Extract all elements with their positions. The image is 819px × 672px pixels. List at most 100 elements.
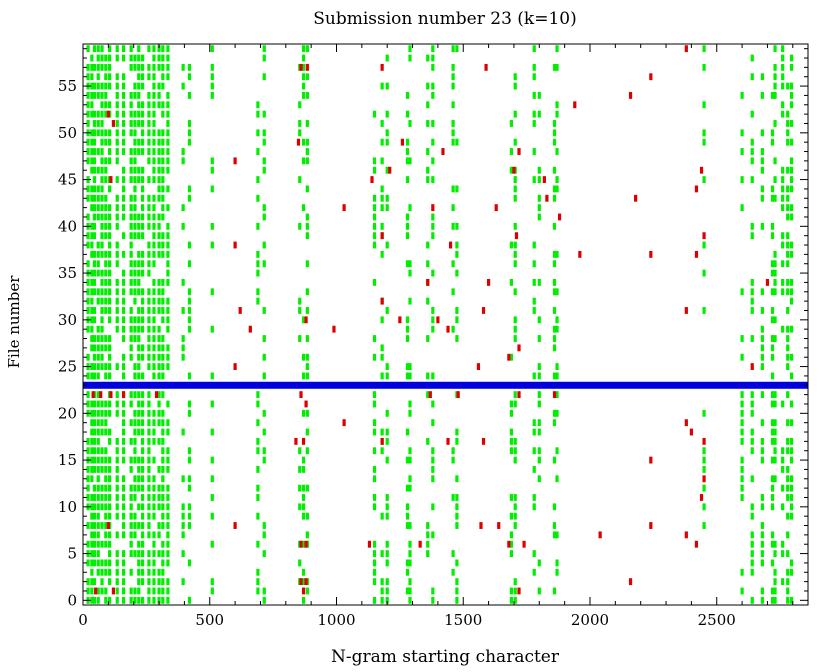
match-cell [372,475,377,483]
match-cell [157,250,161,258]
match-cell [740,409,744,417]
match-cell [385,241,389,249]
match-cell [147,269,151,277]
match-cell [256,391,260,399]
match-cell [773,45,777,53]
match-cell [770,92,775,99]
match-cell [121,307,126,314]
match-cell [161,101,165,109]
x-tick-label: 1500 [444,611,482,629]
match-cell [532,120,536,127]
match-cell [133,409,137,417]
match-cell [555,185,559,193]
match-cell [92,194,97,202]
match-cell [187,241,192,249]
match-cell [100,522,104,529]
match-cell [187,316,192,324]
match-cell [100,456,104,464]
match-cell [532,260,536,268]
match-cell [115,250,119,258]
match-cell [161,596,165,604]
match-cell [509,437,514,445]
match-cell [509,494,514,501]
match-cell [298,484,302,492]
match-cell [115,194,119,202]
match-cell [555,250,559,258]
match-cell [157,307,161,314]
match-cell [740,456,744,464]
match-cell [96,269,100,277]
match-cell [750,222,754,230]
match-cell [372,494,377,501]
match-cell [86,400,90,408]
match-cell [770,307,775,314]
match-cell [552,335,557,342]
match-cell [187,63,192,71]
match-cell [115,456,119,464]
match-cell [133,494,137,501]
match-cell [115,92,119,99]
match-cell [298,335,302,342]
match-cell [115,213,119,221]
match-cell [90,363,94,370]
match-cell [140,578,145,586]
match-cell [147,596,151,604]
match-cell [181,63,185,71]
match-cell [152,148,156,155]
match-cell [166,419,170,427]
match-cell [152,587,156,595]
match-cell [157,157,161,165]
match-cell [210,157,214,165]
match-cell [133,475,137,483]
match-cell [537,428,541,436]
match-cell [513,437,517,445]
match-cell [140,316,145,324]
match-cell [108,400,112,408]
match-cell [133,316,137,324]
match-cell [90,550,94,557]
match-cell [90,531,94,539]
match-cell [405,316,410,324]
match-cell [781,185,785,193]
axes: 0 500 1000 1500 2000 250005101520253035404550… [58,43,809,629]
match-cell [773,194,777,202]
partial-match-cell [301,587,306,595]
match-cell [104,176,108,183]
match-cell [152,316,156,324]
match-cell [262,166,266,174]
match-cell [537,204,541,212]
match-cell [789,353,794,361]
match-cell [100,288,104,296]
match-cell [305,335,309,342]
match-cell [140,409,145,417]
match-cell [301,316,306,324]
match-cell [773,391,777,399]
match-cell [115,148,119,155]
match-cell [104,484,108,492]
match-cell [133,335,137,342]
match-cell [115,82,119,90]
match-cell [140,325,145,333]
partial-match-cell [304,578,308,586]
match-cell [129,512,133,520]
match-cell [256,176,260,183]
match-cell [121,166,126,174]
match-cell [104,522,108,529]
match-cell [96,63,100,71]
match-cell [262,587,266,595]
y-tick-label: 35 [58,264,77,282]
match-cell [532,372,536,380]
match-cell [262,522,266,529]
match-cell [161,372,165,380]
match-cell [555,363,559,370]
match-cell [90,138,94,146]
partial-match-cell [296,138,301,146]
match-cell [210,222,214,230]
match-cell [455,241,459,249]
match-cell [305,531,309,539]
match-cell [161,129,165,137]
match-cell [702,447,706,455]
match-cell [96,45,100,53]
match-cell [789,101,794,109]
match-cell [108,578,112,586]
